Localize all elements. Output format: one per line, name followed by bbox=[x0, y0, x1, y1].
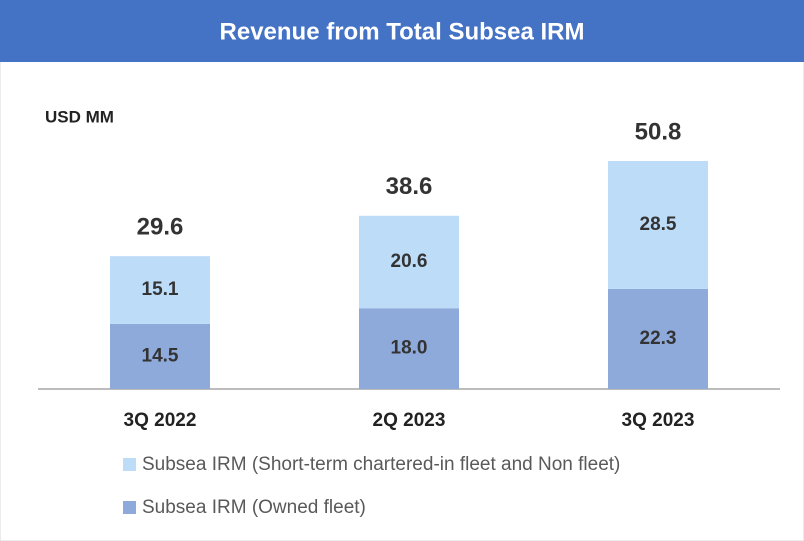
legend-label: Subsea IRM (Owned fleet) bbox=[142, 497, 366, 518]
total-label: 38.6 bbox=[386, 173, 433, 200]
x-tick-label: 3Q 2023 bbox=[622, 410, 695, 431]
data-label: 28.5 bbox=[640, 214, 677, 235]
bar-segment bbox=[359, 308, 459, 389]
x-tick-label: 2Q 2023 bbox=[373, 410, 446, 431]
bar-segment bbox=[359, 215, 459, 309]
legend-label: Subsea IRM (Short-term chartered-in flee… bbox=[142, 454, 620, 475]
bar-segment bbox=[110, 323, 210, 389]
data-label: 18.0 bbox=[391, 338, 428, 359]
chart-title: Revenue from Total Subsea IRM bbox=[220, 18, 585, 45]
bar-segment bbox=[110, 256, 210, 324]
total-label: 50.8 bbox=[635, 118, 682, 145]
data-label: 15.1 bbox=[142, 279, 179, 300]
data-label: 22.3 bbox=[640, 328, 677, 349]
bar-segment bbox=[608, 161, 708, 289]
bar-segment bbox=[608, 288, 708, 389]
x-tick-label: 3Q 2022 bbox=[124, 410, 197, 431]
unit-label: USD MM bbox=[45, 107, 114, 126]
data-label: 20.6 bbox=[391, 251, 428, 272]
title-bar bbox=[0, 0, 804, 62]
total-label: 29.6 bbox=[137, 213, 184, 240]
legend-swatch bbox=[123, 501, 136, 514]
data-label: 14.5 bbox=[142, 345, 179, 366]
legend-swatch bbox=[123, 458, 136, 471]
